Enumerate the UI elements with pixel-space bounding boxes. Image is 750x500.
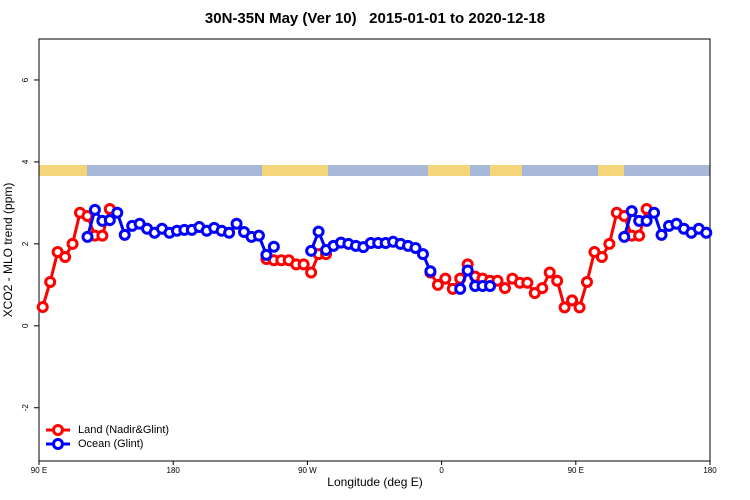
data-point xyxy=(424,265,437,278)
data-point xyxy=(260,248,273,261)
data-point xyxy=(558,301,571,314)
legend-marker xyxy=(52,424,64,436)
legend-marker xyxy=(52,438,64,450)
plot-frame xyxy=(38,38,711,462)
data-point xyxy=(580,275,593,288)
x-tick-label: 90 E xyxy=(31,466,47,475)
data-point xyxy=(431,278,444,291)
land-band xyxy=(39,165,87,176)
data-point xyxy=(103,214,116,227)
data-point xyxy=(521,276,534,289)
y-tick-label: 6 xyxy=(21,77,30,82)
ocean-band xyxy=(39,165,710,176)
land-ocean-band xyxy=(39,165,710,176)
land-band xyxy=(598,165,624,176)
x-tick-label: 90 W xyxy=(298,466,317,475)
data-point xyxy=(88,203,101,216)
data-point xyxy=(551,274,564,287)
y-tick-label: -2 xyxy=(21,404,30,412)
data-point xyxy=(566,294,579,307)
data-point xyxy=(700,226,713,239)
data-point xyxy=(230,217,243,230)
data-point xyxy=(111,206,124,219)
data-point xyxy=(252,229,265,242)
data-point xyxy=(439,272,452,285)
data-point xyxy=(44,275,57,288)
data-point xyxy=(536,282,549,295)
data-point xyxy=(633,229,646,242)
data-point xyxy=(648,206,661,219)
data-point xyxy=(267,240,280,253)
y-axis-label: XCO2 - MLO trend (ppm) xyxy=(1,183,15,318)
data-point xyxy=(96,229,109,242)
data-point xyxy=(36,300,49,313)
data-point xyxy=(484,280,497,293)
data-point xyxy=(118,228,131,241)
data-point xyxy=(297,258,310,271)
data-point xyxy=(595,250,608,263)
x-tick-label: 0 xyxy=(439,466,444,475)
chart-title: 30N-35N May (Ver 10) 2015-01-01 to 2020-… xyxy=(205,10,545,27)
x-tick-label: 90 E xyxy=(568,466,584,475)
data-point xyxy=(461,264,474,277)
legend: Land (Nadir&Glint) Ocean (Glint) xyxy=(46,424,169,450)
legend-label: Land (Nadir&Glint) xyxy=(78,424,169,436)
x-tick-label: 180 xyxy=(703,466,717,475)
data-point xyxy=(454,282,467,295)
y-tick-label: 2 xyxy=(21,241,30,246)
data-point xyxy=(655,228,668,241)
data-point xyxy=(223,226,236,239)
land-band xyxy=(262,165,328,176)
data-point xyxy=(625,205,638,218)
y-tick-label: 4 xyxy=(21,159,30,164)
y-tick-label: 0 xyxy=(21,323,30,328)
data-point xyxy=(640,214,653,227)
data-point xyxy=(66,237,79,250)
data-point xyxy=(618,230,631,243)
data-point xyxy=(416,248,429,261)
data-point xyxy=(312,225,325,238)
land-band xyxy=(428,165,470,176)
data-point xyxy=(543,266,556,279)
data-point xyxy=(491,274,504,287)
data-point xyxy=(409,241,422,254)
legend-label: Ocean (Glint) xyxy=(78,438,143,450)
x-axis-label: Longitude (deg E) xyxy=(327,475,422,489)
data-point xyxy=(81,230,94,243)
data-point xyxy=(305,244,318,257)
land-band xyxy=(490,165,522,176)
x-tick-label: 180 xyxy=(167,466,181,475)
data-point xyxy=(573,301,586,314)
data-point xyxy=(305,266,318,279)
data-point xyxy=(498,282,511,295)
data-point xyxy=(603,237,616,250)
data-point xyxy=(59,250,72,263)
